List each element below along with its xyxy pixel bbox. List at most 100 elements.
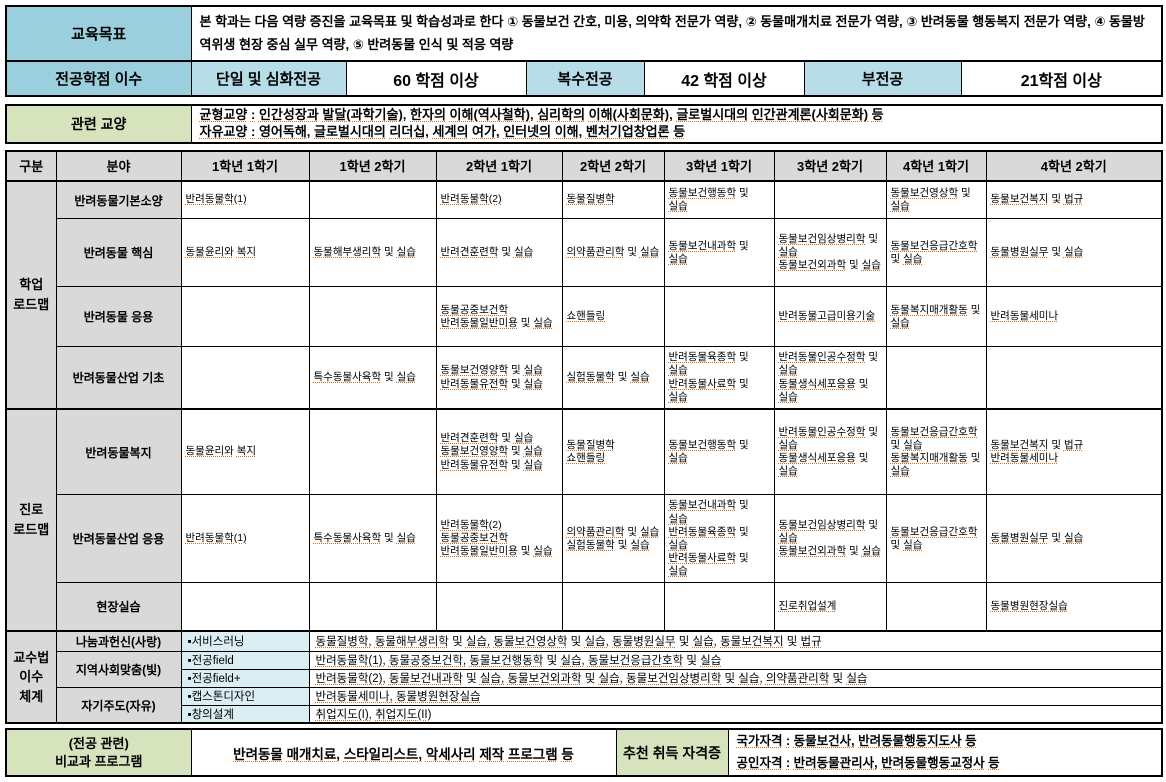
- field-cell: 반려동물산업 기초: [55, 346, 182, 410]
- method-courses-cell: 반려동물학(2), 동물보건내과학 및 실습, 동물보건외과학 및 실습, 동물…: [308, 668, 1163, 688]
- course-cell: 반려견훈련학 및 실습: [435, 218, 563, 288]
- course-cell: [308, 582, 437, 632]
- course-cell: 쇼핸들링: [561, 286, 665, 348]
- course-cell: [180, 346, 310, 410]
- roadmap-table: 구분 분야 1학년 1학기 1학년 2학기 2학년 1학기 2학년 2학기 3학…: [5, 149, 1163, 725]
- course-cell: 동물병원현장실습: [985, 582, 1163, 632]
- course-cell: 반려견훈련학 및 실습 동물보건영양학 및 실습 반려동물유전학 및 실습: [435, 407, 563, 496]
- course-cell: 동물보건복지 및 법규 반려동물세미나: [985, 407, 1163, 496]
- course-cell: [985, 346, 1163, 410]
- course-cell: [663, 286, 775, 348]
- course-cell: 동물공중보건학 반려동물일반미용 및 실습: [435, 286, 563, 348]
- group-study-roadmap: 학업 로드맵: [5, 180, 57, 410]
- method-courses-cell: 반려동물학(1), 동물공중보건학, 동물보건행동학 및 실습, 동물보건응급간…: [308, 650, 1163, 670]
- extracurricular-text: 반려동물 매개치료, 스타일리스트, 악세사리 제작 프로그램 등: [190, 728, 617, 777]
- course-cell: 동물질병학: [561, 180, 665, 220]
- header-sem-2-1: 2학년 1학기: [435, 150, 563, 182]
- credit-type-minor: 부전공: [803, 60, 962, 97]
- course-cell: 동물병원실무 및 실습: [985, 218, 1163, 288]
- field-cell: 반려동물기본소양: [55, 180, 182, 220]
- course-cell: [308, 180, 437, 220]
- field-cell: 반려동물 응용: [55, 286, 182, 348]
- teaching-field-cell: 지역사회맞춤(빛): [55, 650, 182, 688]
- course-cell: 동물보건행동학 및 실습: [663, 407, 775, 496]
- course-cell: [561, 582, 665, 632]
- course-cell: [885, 582, 987, 632]
- course-cell: 동물윤리와 복지: [180, 218, 310, 288]
- field-cell: 현장실습: [55, 582, 182, 632]
- course-cell: 동물보건임상병리학 및 실습 동물보건외과학 및 실습: [773, 494, 887, 584]
- top-table: 교육목표 본 학과는 다음 역량 증진을 교육목표 및 학습성과로 한다 ① 동…: [5, 5, 1164, 97]
- course-cell: 동물보건내과학 및 실습 반려동물육종학 및 실습 반려동물사료학 및 실습: [663, 494, 775, 584]
- course-cell: 반려동물고급미용기술: [773, 286, 887, 348]
- course-cell: 동물보건영양학 및 실습 반려동물유전학 및 실습: [435, 346, 563, 410]
- course-cell: 특수동물사육학 및 실습: [308, 494, 437, 584]
- header-sem-4-2: 4학년 2학기: [985, 150, 1163, 182]
- course-cell: 반려동물학(1): [180, 494, 310, 584]
- method-name-cell: ▪전공field: [180, 650, 310, 670]
- credit-type-double: 복수전공: [525, 60, 645, 97]
- field-cell: 반려동물산업 응용: [55, 494, 182, 584]
- credit-value-double: 42 학점 이상: [643, 60, 805, 97]
- method-name-cell: ▪캡스톤디자인: [180, 686, 310, 706]
- method-courses-cell: 동물질병학, 동물해부생리학 및 실습, 동물보건영상학 및 실습, 동물병원실…: [308, 629, 1163, 652]
- course-cell: 반려동물학(1): [180, 180, 310, 220]
- method-name-cell: ▪전공field+: [180, 668, 310, 688]
- liberal-text: 균형교양 : 인간성장과 발달(과학기술), 한자의 이해(역사철학), 심리학…: [190, 104, 1163, 144]
- course-cell: 동물보건임상병리학 및 실습 동물보건외과학 및 실습: [773, 218, 887, 288]
- field-cell: 반려동물복지: [55, 407, 182, 496]
- group-career-roadmap: 진로 로드맵: [5, 407, 57, 632]
- certificates-label: 추천 취득 자격증: [615, 728, 729, 777]
- header-sem-4-1: 4학년 1학기: [885, 150, 987, 182]
- header-sem-3-2: 3학년 2학기: [773, 150, 887, 182]
- course-cell: [663, 582, 775, 632]
- certificates-text: 국가자격 : 동물보건사, 반려동물행동지도사 등 공인자격 : 반려동물관리사,…: [727, 728, 1163, 777]
- teaching-field-cell: 나눔과헌신(사랑): [55, 629, 182, 652]
- goal-label: 교육목표: [5, 5, 192, 62]
- goal-text: 본 학과는 다음 역량 증진을 교육목표 및 학습성과로 한다 ① 동물보건 간…: [190, 5, 1163, 62]
- header-bunya: 분야: [55, 150, 182, 182]
- course-cell: [308, 286, 437, 348]
- course-cell: 반려동물인공수정학 및 실습 동물생식세포응용 및 실습: [773, 346, 887, 410]
- course-cell: 의약품관리학 및 실습 실험동물학 및 실습: [561, 494, 665, 584]
- course-cell: 의약품관리학 및 실습: [561, 218, 665, 288]
- method-courses-cell: 반려동물세미나, 동물병원현장실습: [308, 686, 1163, 706]
- course-cell: 반려동물학(2): [435, 180, 563, 220]
- teaching-field-cell: 자기주도(자유): [55, 686, 182, 724]
- course-cell: 진로취업설계: [773, 582, 887, 632]
- course-cell: 실험동물학 및 실습: [561, 346, 665, 410]
- course-cell: 동물윤리와 복지: [180, 407, 310, 496]
- course-cell: [773, 180, 887, 220]
- course-cell: [435, 582, 563, 632]
- course-cell: 동물보건행동학 및 실습: [663, 180, 775, 220]
- course-cell: 반려동물인공수정학 및 실습 동물생식세포응용 및 실습: [773, 407, 887, 496]
- liberal-arts-table: 관련 교양 균형교양 : 인간성장과 발달(과학기술), 한자의 이해(역사철학…: [5, 104, 1163, 144]
- course-cell: 동물복지매개활동 및 실습: [885, 286, 987, 348]
- method-name-cell: ▪창의설계: [180, 704, 310, 724]
- course-cell: 동물보건복지 및 법규: [985, 180, 1163, 220]
- course-cell: [885, 346, 987, 410]
- course-cell: 동물해부생리학 및 실습: [308, 218, 437, 288]
- header-sem-1-2: 1학년 2학기: [308, 150, 437, 182]
- course-cell: 반려동물세미나: [985, 286, 1163, 348]
- course-cell: 동물보건응급간호학 및 실습 동물복지매개활동 및 실습: [885, 407, 987, 496]
- course-cell: 동물질병학 쇼핸들링: [561, 407, 665, 496]
- extracurricular-label: (전공 관련) 비교과 프로그램: [5, 728, 192, 777]
- course-cell: 반려동물학(2) 동물공중보건학 반려동물일반미용 및 실습: [435, 494, 563, 584]
- credits-label: 전공학점 이수: [5, 60, 192, 97]
- header-sem-2-2: 2학년 2학기: [561, 150, 665, 182]
- course-cell: 동물보건영상학 및 실습: [885, 180, 987, 220]
- group-teaching-system: 교수법 이수 체계: [5, 629, 57, 724]
- course-cell: 반려동물육종학 및 실습 반려동물사료학 및 실습: [663, 346, 775, 410]
- course-cell: 동물보건내과학 및 실습: [663, 218, 775, 288]
- bottom-table: (전공 관련) 비교과 프로그램 반려동물 매개치료, 스타일리스트, 악세사리…: [5, 728, 1163, 777]
- course-cell: 동물보건응급간호학 및 실습: [885, 494, 987, 584]
- credit-type-single: 단일 및 심화전공: [190, 60, 347, 97]
- course-cell: [308, 407, 437, 496]
- liberal-label: 관련 교양: [5, 104, 192, 144]
- credit-value-single: 60 학점 이상: [345, 60, 527, 97]
- course-cell: 특수동물사육학 및 실습: [308, 346, 437, 410]
- method-name-cell: ▪서비스러닝: [180, 629, 310, 652]
- header-sem-3-1: 3학년 1학기: [663, 150, 775, 182]
